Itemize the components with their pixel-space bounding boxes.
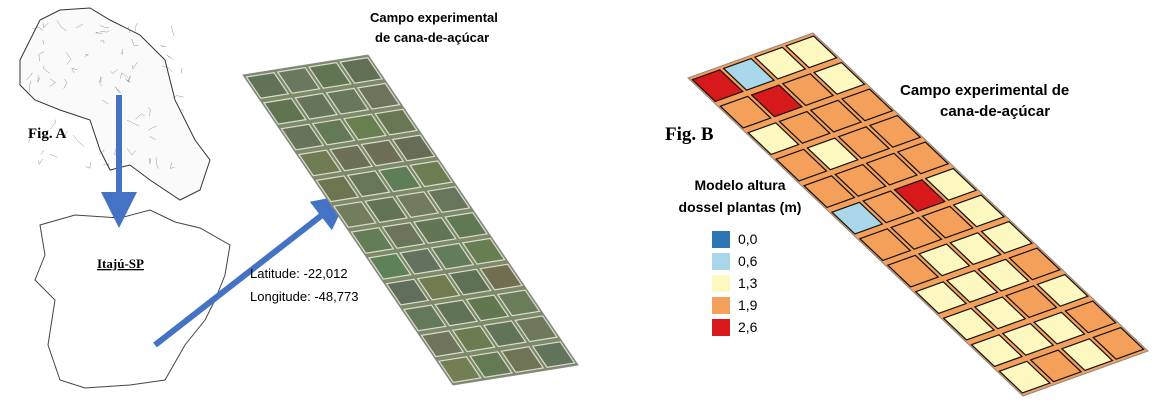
- field-title-a: de cana-de-açúcar: [375, 30, 489, 45]
- municipality-map: [35, 210, 230, 388]
- municipality-label: Itajú-SP: [97, 256, 144, 271]
- state-map: [20, 8, 210, 200]
- field-title-a: Campo experimental: [370, 10, 498, 25]
- legend-swatch: [712, 231, 730, 248]
- municipality-border: [161, 46, 167, 47]
- municipality-border: [171, 25, 174, 35]
- fig-a-label: Fig. A: [28, 126, 67, 142]
- legend: 0,0 0,6 1,3 1,9 2,6: [712, 231, 758, 336]
- municipality-border: [41, 151, 44, 155]
- municipality-border: [135, 23, 137, 31]
- legend-swatch: [712, 275, 730, 292]
- legend-swatch: [712, 319, 730, 336]
- municipality-border: [182, 109, 184, 111]
- legend-label: 1,9: [738, 297, 758, 313]
- legend-title: dossel plantas (m): [679, 199, 802, 215]
- longitude: Longitude: -48,773: [250, 289, 358, 304]
- municipality-border: [49, 155, 57, 157]
- field-title-b: cana-de-açúcar: [940, 103, 1050, 120]
- field-a: [243, 55, 578, 385]
- municipality-border: [85, 162, 90, 168]
- field-title-b: Campo experimental de: [900, 82, 1069, 99]
- legend-label: 0,6: [738, 253, 758, 269]
- legend-swatch: [712, 297, 730, 314]
- legend-label: 2,6: [738, 319, 758, 335]
- municipality-border: [181, 69, 183, 74]
- legend-label: 0,0: [738, 231, 758, 247]
- legend-label: 1,3: [738, 275, 758, 291]
- figure: Fig. A Itajú-SP Campo experimental de ca…: [0, 0, 1154, 405]
- municipality-border: [73, 135, 84, 147]
- legend-swatch: [712, 253, 730, 270]
- page: Fig. A Itajú-SP Campo experimental de ca…: [0, 0, 1154, 405]
- fig-b-label: Fig. B: [665, 124, 714, 145]
- municipality-border: [167, 55, 174, 60]
- municipality-border: [39, 159, 43, 164]
- latitude: Latitude: -22,012: [250, 266, 348, 281]
- legend-title: Modelo altura: [694, 177, 785, 193]
